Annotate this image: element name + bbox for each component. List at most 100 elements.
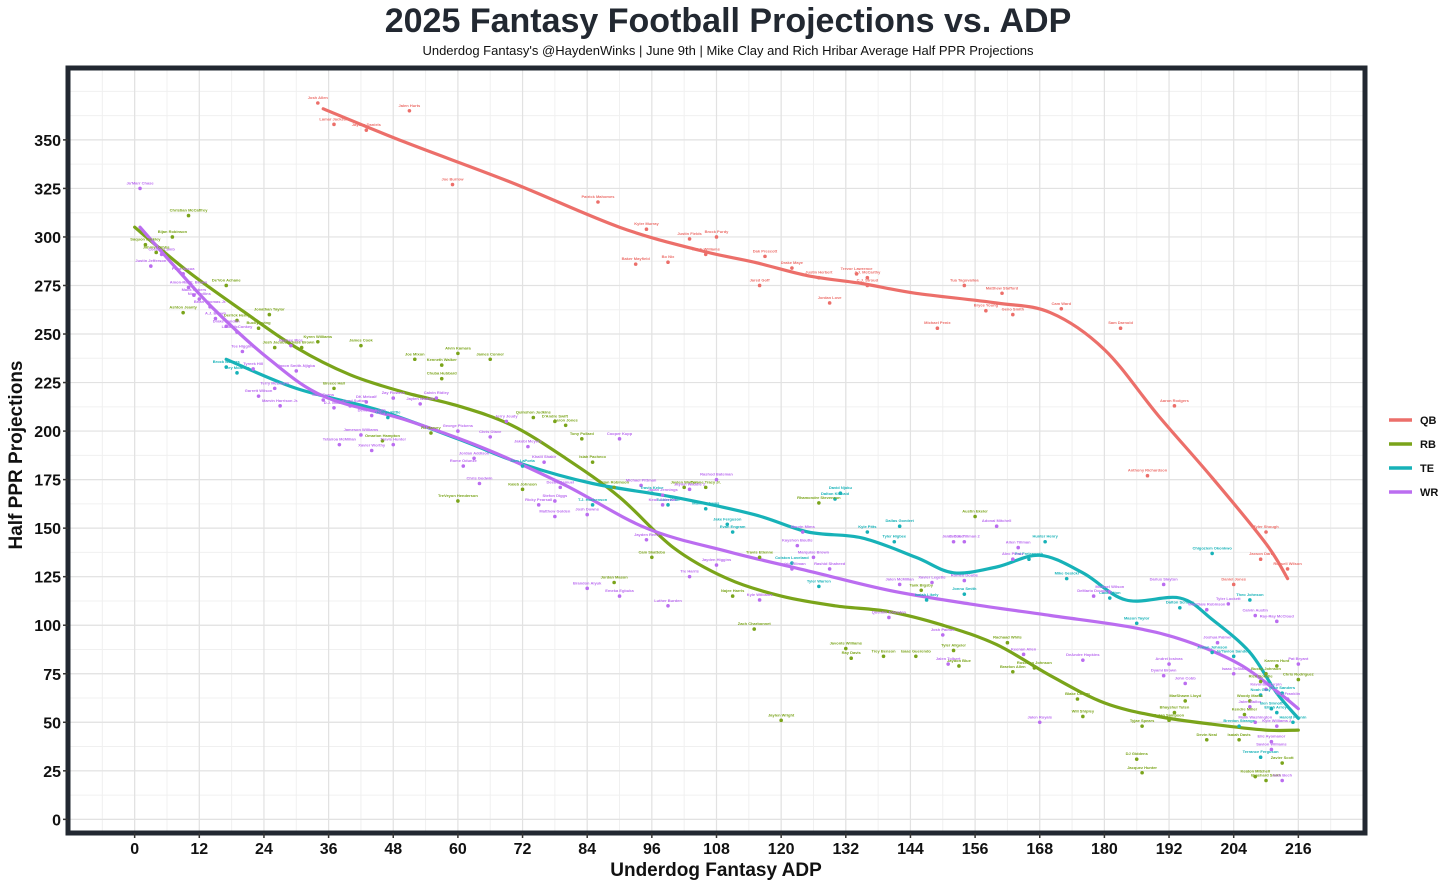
- rb-point-label: Cam Skattebo: [639, 549, 666, 554]
- te-point: [590, 503, 595, 507]
- chart-subtitle: Underdog Fantasy's @HaydenWinks | June 9…: [422, 43, 1034, 58]
- rb-trend-line: [133, 225, 1300, 733]
- y-tick-label: 25: [43, 764, 61, 781]
- rb-point-label: Saquon Barkley: [130, 237, 161, 242]
- wr-point: [1280, 778, 1284, 783]
- wr-point-label: Brian Thomas Jr.: [194, 299, 226, 304]
- wr-point: [526, 444, 530, 449]
- wr-point-label: Jayden Higgins: [702, 557, 732, 562]
- qb-trend-line: [321, 107, 1290, 581]
- wr-point-label: Dyami Brown: [1151, 668, 1177, 673]
- rb-point: [1005, 640, 1010, 645]
- wr-point: [1231, 671, 1236, 676]
- rb-point-label: Kaleb Johnson: [508, 481, 537, 486]
- rb-point: [1075, 697, 1080, 701]
- qb-point: [687, 237, 692, 241]
- wr-point-label: Kayshon Boutte: [782, 538, 813, 543]
- wr-point-label: Allen Tillman: [1006, 540, 1031, 545]
- x-tick-label: 12: [190, 841, 208, 858]
- rb-point-label: Travis Etienne: [746, 549, 774, 554]
- te-point-label: Jonnu Smith: [952, 586, 977, 591]
- wr-point-label: Jaxon Smith-Njigba: [278, 363, 316, 368]
- rb-point: [1248, 699, 1252, 703]
- rb-point-label: Derrick Henry: [224, 312, 251, 317]
- rb-point: [143, 242, 148, 247]
- wr-point: [1161, 582, 1166, 587]
- rb-point: [1134, 757, 1139, 761]
- wr-point-label: Wan'Dale Robinson: [1188, 602, 1226, 607]
- te-point-label: Kyle Pitts: [858, 524, 877, 529]
- qb-point-label: Bo Nix: [662, 254, 675, 259]
- rb-point-label: Jacquez Hunter: [1127, 765, 1157, 770]
- data-points: [138, 101, 1301, 783]
- te-point: [725, 522, 730, 527]
- te-point: [520, 464, 525, 468]
- rb-point: [154, 250, 158, 255]
- te-point: [1231, 654, 1236, 659]
- rb-point-label: Joe Mixon: [405, 351, 425, 356]
- wr-point-label: Jalen McMillan: [886, 576, 915, 581]
- wr-point-label: Calvin Ridley: [424, 390, 450, 395]
- wr-point: [617, 594, 622, 598]
- wr-point-label: DeMario Douglas: [1077, 588, 1110, 593]
- qb-point: [714, 235, 719, 239]
- te-point-label: Elijah Arroyo: [1264, 705, 1289, 710]
- te-point-label: Tyler Higbee: [882, 534, 906, 539]
- wr-point: [553, 499, 557, 503]
- te-point-label: Mike Gesicki: [1055, 571, 1079, 576]
- x-tick-label: 96: [643, 841, 661, 858]
- te-point-label: Evan Engram: [720, 524, 746, 529]
- wr-point: [1016, 545, 1020, 550]
- wr-point-label: Ladd McConkey: [222, 324, 253, 329]
- wr-point-label: Elic Ayomanor: [1258, 734, 1286, 739]
- wr-point-label: Romeo Doubs: [951, 573, 979, 578]
- wr-point-label: Ricky Pearsall: [525, 497, 552, 502]
- te-point-label: Colston Loveland: [775, 555, 809, 560]
- qb-point: [1011, 312, 1015, 317]
- wr-point-label: Isaac TeSlaa: [1222, 666, 1246, 671]
- wr-point: [897, 582, 902, 587]
- y-tick-label: 150: [34, 521, 61, 538]
- rb-point: [1204, 737, 1209, 742]
- te-point-label: Trey McBride: [224, 365, 250, 370]
- te-point: [1275, 710, 1279, 715]
- qb-point: [450, 182, 455, 187]
- wr-point: [332, 405, 336, 410]
- wr-point: [795, 543, 800, 548]
- wr-point-label: Cooper Kupp: [607, 431, 633, 436]
- rb-point: [563, 423, 568, 428]
- te-point: [962, 592, 967, 596]
- qb-point-label: Lamar Jackson: [319, 116, 349, 121]
- te-point-label: Chigoziem Okonkwo: [1192, 545, 1232, 550]
- wr-point-label: Tetairoa McMillan: [323, 437, 357, 442]
- x-axis-title: Underdog Fantasy ADP: [610, 860, 822, 881]
- rb-point: [817, 501, 821, 505]
- qb-point-label: Bryce Young: [974, 303, 999, 308]
- wr-point-label: Stefon Diggs: [543, 493, 568, 498]
- axis-ticks: 0 12 24 36 48 60 72 84 96 108 120 132 144 156 168 180 19…: [34, 133, 1311, 858]
- wr-point-label: Khalil Shakir: [532, 454, 557, 459]
- rb-point-label: Bucky Johnson: [1251, 666, 1281, 671]
- rb-point: [299, 345, 304, 350]
- te-point: [1064, 576, 1069, 581]
- te-point: [1280, 691, 1284, 695]
- qb-point-label: Michael Penix: [924, 320, 951, 325]
- legend-label-wr: WR: [1420, 487, 1438, 499]
- rb-point: [612, 580, 616, 585]
- wr-point: [660, 503, 665, 507]
- wr-point: [1215, 640, 1220, 645]
- rb-point: [580, 437, 584, 441]
- te-point: [1237, 724, 1241, 728]
- rb-point-label: Will Shipley: [1072, 708, 1095, 713]
- wr-point-label: Terry McLaurin: [260, 380, 289, 385]
- te-point: [703, 506, 708, 511]
- rb-point-label: Rachaad White: [993, 635, 1022, 640]
- qb-point: [1172, 404, 1177, 408]
- x-tick-label: 156: [962, 841, 989, 858]
- y-tick-label: 175: [34, 473, 61, 490]
- te-point: [224, 365, 229, 369]
- wr-point-label: Luther Burden: [654, 598, 682, 603]
- x-tick-label: 132: [832, 841, 859, 858]
- rb-point-label: Chris Rodriguez: [1283, 672, 1314, 677]
- rb-point: [612, 485, 616, 490]
